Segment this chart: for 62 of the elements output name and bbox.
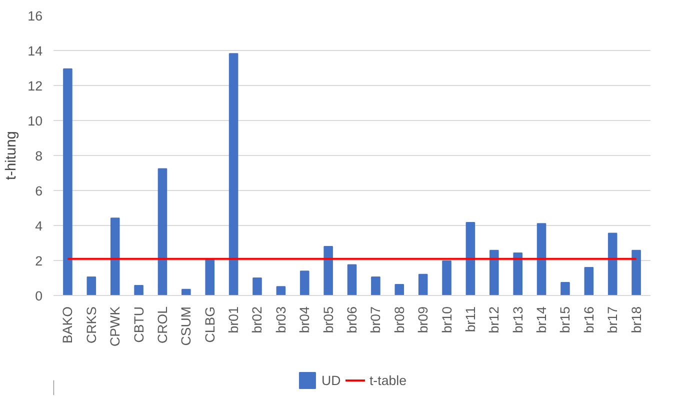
y-tick-label: 2 [35,254,43,268]
bar [252,278,262,296]
bar [632,250,641,296]
x-tick-label: br08 [392,306,407,334]
x-tick-label: br15 [558,306,573,334]
bar [536,223,546,296]
y-tick-label: 4 [35,218,44,234]
x-tick-label: br06 [344,306,360,334]
bar [324,246,333,296]
bar [489,250,499,296]
x-tick-label: br05 [320,306,336,334]
bar [86,276,96,296]
bar [442,260,452,296]
bar [513,252,522,296]
x-tick-label: br07 [368,306,384,334]
legend-label: t-table [369,372,407,388]
bar [300,270,310,296]
y-tick-label: 0 [35,288,43,304]
y-tick-label: 14 [28,44,44,58]
bar [560,282,570,296]
x-tick-label: br03 [273,306,288,334]
y-tick-label: 8 [35,148,43,164]
x-tick-label: br18 [628,306,644,334]
x-tick-label: br10 [439,306,454,334]
bar [63,68,72,296]
bar [182,288,191,296]
y-tick-label: 10 [28,114,43,128]
x-tick-label: br17 [605,306,620,334]
x-tick-label: CRKS [84,306,99,344]
x-tick-label: CPWK [108,306,123,346]
y-tick-label: 16 [28,8,43,24]
bar [134,285,144,296]
bar [276,286,286,296]
bar [158,168,168,296]
y-axis-title: t-hitung [4,131,20,180]
x-tick-label: br01 [226,306,242,334]
bar [584,267,594,296]
x-tick-label: CROL [154,306,170,344]
x-tick-label: CSUM [178,306,194,346]
x-tick-label: br12 [486,306,502,334]
x-tick-label: br13 [510,306,526,334]
bar [466,222,476,296]
bar [110,218,120,296]
bar [228,53,238,296]
y-tick-label: 6 [35,184,43,198]
x-tick-label: br16 [581,306,596,334]
x-tick-label: BAKO [60,306,76,344]
x-tick-label: br11 [462,306,478,332]
bar [418,274,428,296]
x-tick-label: br09 [416,306,431,334]
bar [371,276,380,296]
bar [394,284,404,296]
bar [205,258,215,296]
x-tick-label: br14 [534,306,550,334]
x-tick-label: br02 [250,306,265,334]
y-tick-label: 12 [28,78,43,94]
x-tick-label: CBTU [131,306,146,343]
legend-label: UD [321,372,342,388]
x-tick-label: br04 [297,306,312,334]
bar [347,264,357,296]
bar [608,232,618,296]
x-tick-label: CLBG [202,306,218,343]
